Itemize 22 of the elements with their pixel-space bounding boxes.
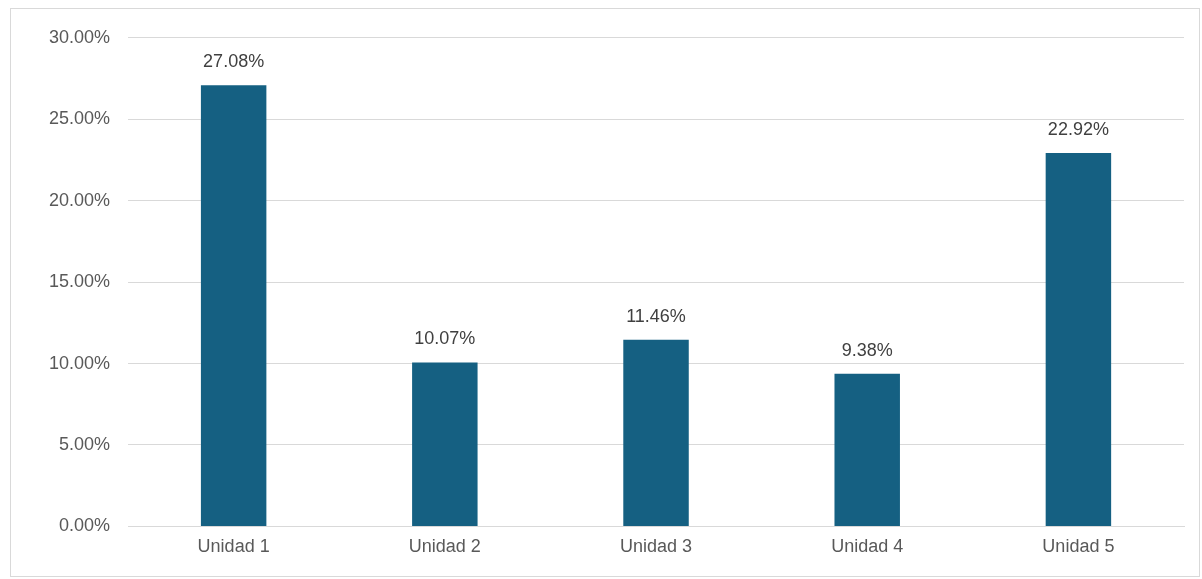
data-label: 27.08% bbox=[203, 51, 265, 72]
data-label: 9.38% bbox=[841, 339, 893, 360]
x-tick-label: Unidad 1 bbox=[197, 536, 270, 557]
x-tick-label: Unidad 2 bbox=[408, 536, 481, 557]
y-tick-label: 25.00% bbox=[48, 108, 111, 129]
x-tick-label: Unidad 4 bbox=[831, 536, 904, 557]
bar bbox=[200, 85, 267, 526]
y-tick-label: 10.00% bbox=[48, 352, 111, 373]
y-tick-label: 15.00% bbox=[48, 271, 111, 292]
bar bbox=[834, 373, 900, 526]
data-label: 11.46% bbox=[626, 305, 686, 326]
y-tick-label: 5.00% bbox=[59, 433, 111, 454]
y-tick-label: 0.00% bbox=[59, 515, 111, 536]
bar bbox=[623, 339, 689, 526]
bar bbox=[1045, 153, 1112, 526]
x-tick-label: Unidad 5 bbox=[1042, 536, 1115, 557]
y-tick-label: 30.00% bbox=[48, 26, 111, 47]
bar bbox=[412, 362, 478, 526]
y-tick-label: 20.00% bbox=[48, 189, 111, 210]
data-label: 22.92% bbox=[1047, 119, 1109, 140]
data-label: 10.07% bbox=[414, 328, 476, 349]
x-tick-label: Unidad 3 bbox=[619, 536, 693, 557]
